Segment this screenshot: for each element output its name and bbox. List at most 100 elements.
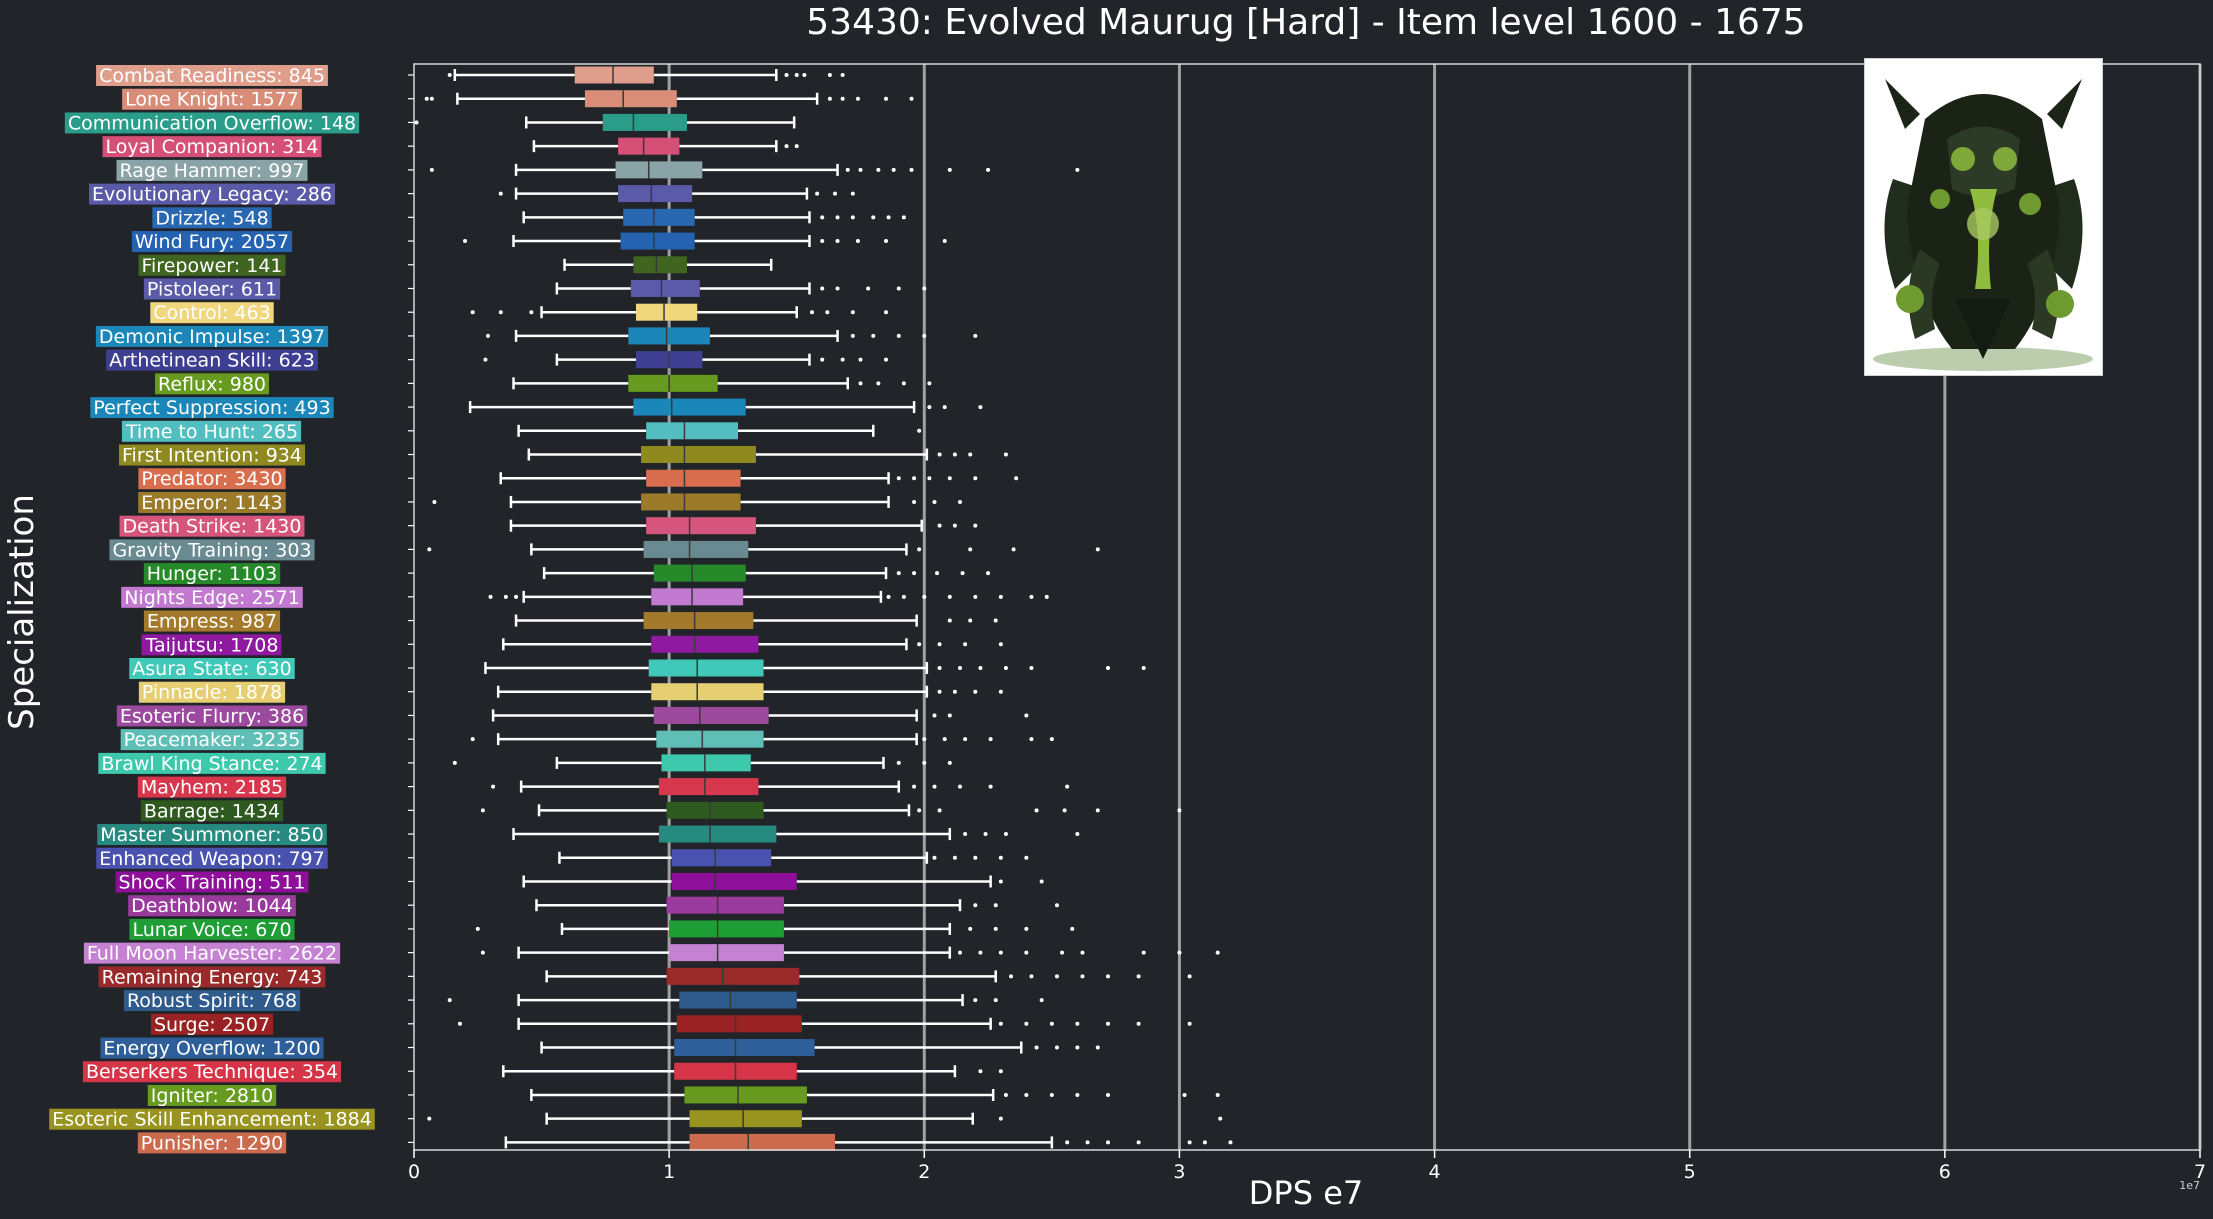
outlier-point [927,476,932,481]
outlier-point [1075,1045,1080,1050]
specialization-label-bg [137,776,287,798]
outlier-point [922,286,927,291]
outlier-point [958,499,963,504]
box-row: Wind Fury: 2057 [131,231,947,253]
box [656,730,764,748]
box-row: Mayhem: 2185 [137,776,1070,799]
outlier-point [1141,950,1146,955]
outlier-point [947,618,952,623]
outlier-point [1136,1021,1141,1026]
box [669,944,784,962]
outlier-point [1003,666,1008,670]
box [671,872,797,890]
box-row: Time to Hunt: 265 [121,420,922,443]
specialization-label: Punisher: 1290 [141,1132,283,1154]
x-tick-label: 1 [663,1161,675,1183]
outlier-point [840,96,845,101]
outlier-point [912,499,917,504]
specialization-label: Time to Hunt: 265 [125,421,298,443]
box-row: Hunger: 1103 [143,563,991,585]
box [684,1086,807,1104]
outlier-point [452,760,457,765]
box-row: Berserkers Technique: 354 [82,1061,1003,1083]
outlier-point [1177,808,1182,813]
box [661,754,751,772]
outlier-point [498,310,503,315]
outlier-point [1136,1140,1141,1145]
box [635,303,698,321]
x-tick-label: 2 [918,1161,930,1183]
outlier-point [896,286,901,291]
specialization-label: Remaining Energy: 743 [102,966,323,988]
specialization-label: Igniter: 2810 [151,1085,273,1107]
outlier-point [909,96,914,101]
specialization-label: Gravity Training: 303 [112,539,311,561]
box-row: Evolutionary Legacy: 286 [89,183,855,206]
outlier-point [1039,879,1044,884]
outlier-point [896,333,901,338]
outlier-point [998,950,1003,955]
outlier-point [529,310,534,315]
specialization-label-bg [106,349,318,371]
outlier-point [840,357,845,362]
box-row: Brawl King Stance: 274 [98,752,952,775]
outlier-point [937,666,942,670]
outlier-point [871,215,876,220]
specialization-label-bg [143,563,281,585]
outlier-point [429,167,434,172]
box-row: Gravity Training: 303 [109,539,1100,561]
specialization-label: Control: 463 [153,302,270,324]
outlier-point [835,215,840,220]
outlier-point [1215,1092,1220,1097]
specialization-label: Enhanced Weapon: 797 [99,848,324,870]
outlier-point [1187,1021,1192,1026]
outlier-point [973,333,978,338]
specialization-label-bg [128,895,296,917]
outlier-point [993,618,998,623]
specialization-label-bg [138,468,286,490]
outlier-point [1105,974,1110,979]
outlier-point [896,760,901,765]
outlier-point [835,239,840,244]
specialization-label: Arthetinean Skill: 623 [109,350,315,372]
outlier-point [947,713,952,718]
box-row: Predator: 3430 [138,468,1019,490]
outlier-point [1182,1092,1187,1097]
box [584,90,677,108]
specialization-label: Deathblow: 1044 [131,895,293,917]
outlier-point [1029,666,1034,670]
outlier-point [1215,950,1220,955]
specialization-label: Lunar Voice: 670 [132,919,291,941]
specialization-label: Wind Fury: 2057 [135,231,289,253]
outlier-point [1105,1140,1110,1145]
outlier-point [498,191,503,196]
box-row: Full Moon Harvester: 2622 [83,942,1220,965]
box-row: Pistoleer: 611 [143,278,927,300]
box-row: Barrage: 1434 [140,800,1182,822]
box [615,161,703,179]
specialization-label: Lone Knight: 1577 [125,89,299,111]
box-row: Energy Overflow: 1200 [100,1037,1100,1060]
specialization-label: Drizzle: 548 [155,207,268,229]
outlier-point [794,144,799,149]
outlier-point [1049,1021,1054,1026]
box [671,849,772,867]
box-row: Emperor: 1143 [138,491,963,514]
outlier-point [810,310,815,315]
specialization-label-bg [129,658,295,679]
specialization-label-bg [138,254,286,276]
outlier-point [1003,452,1008,457]
outlier-point [1105,666,1110,670]
specialization-label-bg [102,136,322,158]
specialization-label-bg [115,871,309,893]
box-row: Reflux: 980 [155,373,932,395]
box-row: First Intention: 934 [119,444,1008,467]
outlier-point [978,405,983,410]
outlier-point [1070,926,1075,931]
box [676,1015,802,1033]
specialization-label: Asura State: 630 [132,658,291,680]
outlier-point [942,405,947,410]
outlier-point [922,594,927,599]
outlier-point [912,571,917,576]
specialization-label: Esoteric Flurry: 386 [120,705,304,727]
